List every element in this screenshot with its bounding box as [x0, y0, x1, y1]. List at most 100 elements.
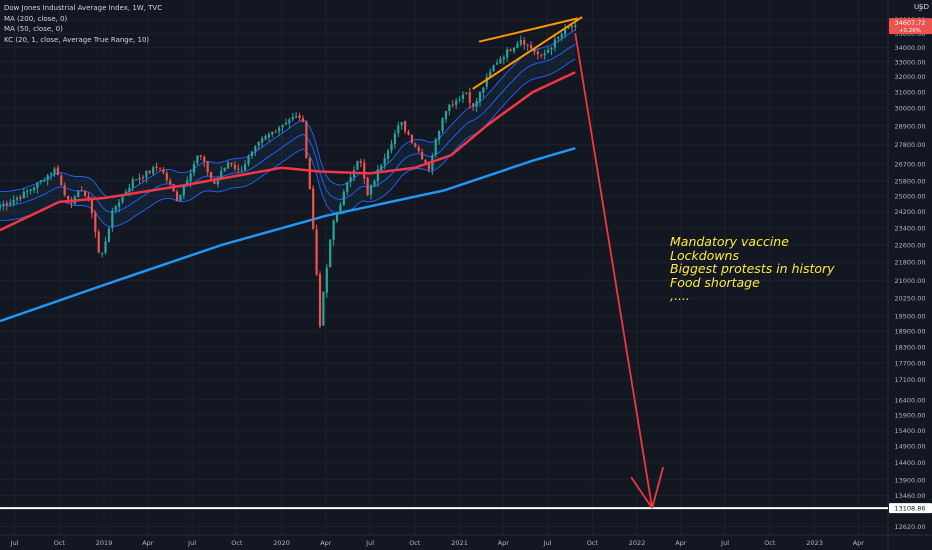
- candle-body: [87, 196, 90, 199]
- projection-arrowhead-right: [651, 466, 665, 509]
- candle-body: [339, 204, 342, 212]
- candle-body: [114, 206, 117, 211]
- candle-body: [512, 47, 516, 52]
- candle-body: [39, 180, 42, 183]
- candle-body: [563, 27, 567, 35]
- price-tick-label: 14400.00: [894, 459, 925, 467]
- chart-legend: Dow Jones Industrial Average Index, 1W, …: [4, 3, 162, 45]
- candle-body: [271, 131, 274, 135]
- candle-body: [308, 158, 311, 190]
- chart-drawings[interactable]: [0, 16, 888, 510]
- candle-body: [223, 167, 226, 172]
- candle-body: [332, 220, 335, 240]
- wedge-upper-line: [478, 17, 578, 43]
- candle-body: [196, 155, 199, 164]
- candle-body: [267, 134, 271, 138]
- price-tick-label: 31000.00: [894, 89, 925, 97]
- candle-body: [434, 139, 437, 155]
- candle-body: [526, 44, 529, 46]
- price-tick-label: 12620.00: [894, 523, 925, 531]
- candle-body: [49, 173, 53, 176]
- time-tick-label: 2019: [96, 539, 113, 547]
- price-tick-label: 22600.00: [894, 241, 925, 249]
- time-tick-label: Jul: [543, 539, 552, 547]
- candle-body: [397, 125, 400, 134]
- candle-body: [424, 159, 427, 163]
- price-axis[interactable]: 12620.00 13460.00 13900.00 14400.00 14900.00…: [894, 5, 925, 531]
- candle-body: [458, 99, 461, 101]
- annotation-line: ,....: [670, 288, 690, 303]
- candle-body: [373, 181, 376, 186]
- candle-body: [97, 231, 100, 253]
- candle-body: [546, 49, 550, 53]
- candle-body: [192, 164, 196, 173]
- candle-body: [145, 170, 148, 178]
- candle-body: [237, 168, 240, 170]
- candle-body: [186, 180, 189, 186]
- time-tick-label: Oct: [231, 539, 243, 547]
- candle-body: [278, 127, 281, 132]
- candle-body: [472, 103, 475, 107]
- candle-body: [101, 253, 104, 255]
- time-tick-label: Apr: [320, 539, 332, 547]
- candle-body: [421, 151, 424, 160]
- candle-body: [540, 54, 543, 56]
- candle-body: [441, 118, 444, 131]
- candle-body: [574, 25, 577, 27]
- candle-body: [359, 161, 362, 163]
- candle-body: [407, 131, 410, 135]
- currency-label: USD: [914, 3, 929, 11]
- price-tick-label: 33000.00: [894, 58, 925, 66]
- candle-body: [80, 190, 83, 192]
- candle-body: [315, 229, 318, 275]
- candle-body: [448, 104, 451, 111]
- time-tick-label: Jul: [187, 539, 196, 547]
- candle-body: [254, 146, 257, 152]
- candle-body: [438, 130, 441, 140]
- candle-body: [342, 191, 345, 206]
- candle-body: [29, 189, 32, 191]
- candle-body: [199, 155, 202, 157]
- time-axis[interactable]: Jul Oct 2019 Apr Jul Oct 2020 Apr Jul Oct 2021 Apr J…: [10, 539, 865, 547]
- text-annotation[interactable]: Mandatory vaccine Lockdowns Biggest prot…: [670, 235, 835, 303]
- time-tick-label: Oct: [409, 539, 421, 547]
- candle-body: [111, 210, 114, 228]
- candle-body: [312, 188, 315, 229]
- legend-ma200[interactable]: MA (200, close, 0): [4, 14, 68, 23]
- candle-body: [417, 147, 420, 152]
- target-price-tag: [889, 503, 932, 514]
- time-tick-label: 2020: [273, 539, 290, 547]
- candle-body: [162, 169, 165, 173]
- price-tick-label: 32000.00: [894, 73, 925, 81]
- candle-body: [15, 197, 19, 200]
- price-tick-label: 28900.00: [894, 122, 925, 130]
- candle-body: [523, 40, 526, 45]
- candle-body: [298, 115, 301, 118]
- candle-body: [533, 48, 536, 52]
- candle-body: [305, 121, 308, 159]
- candle-body: [209, 171, 213, 179]
- candle-body: [264, 136, 267, 140]
- legend-keltner[interactable]: KC (20, 1, close, Average True Range, 10…: [4, 35, 150, 44]
- candle-body: [60, 175, 63, 185]
- candle-body: [529, 45, 533, 49]
- candle-body: [335, 211, 339, 222]
- candle-body: [519, 40, 522, 45]
- time-tick-label: 2021: [451, 539, 468, 547]
- time-tick-label: Oct: [587, 539, 599, 547]
- candle-body: [509, 49, 512, 51]
- candle-body: [325, 267, 328, 293]
- candle-body: [288, 119, 291, 124]
- price-tick-label: 15400.00: [894, 427, 925, 435]
- legend-ma50[interactable]: MA (50, close, 0): [4, 25, 63, 33]
- candle-body: [570, 25, 574, 28]
- projection-arrowhead-left: [630, 476, 653, 509]
- price-tick-label: 25000.00: [894, 193, 925, 201]
- candle-body: [5, 203, 8, 205]
- ma200-line: [0, 147, 576, 323]
- candle-body: [451, 104, 454, 106]
- candle-body: [26, 191, 29, 193]
- candle-body: [475, 100, 478, 107]
- legend-symbol[interactable]: Dow Jones Industrial Average Index, 1W, …: [4, 4, 163, 12]
